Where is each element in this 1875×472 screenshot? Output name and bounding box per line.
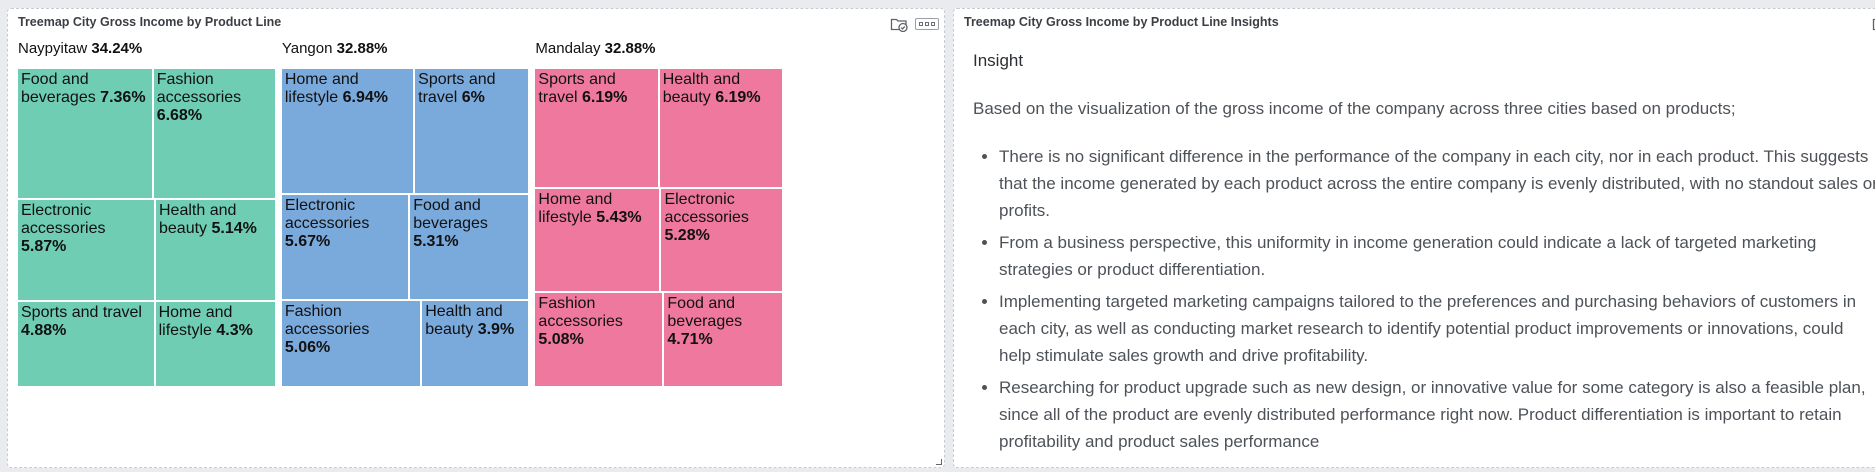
more-dots-icon[interactable] [915,15,939,33]
insights-panel-title: Treemap City Gross Income by Product Lin… [964,15,1279,29]
city-label-yangon: Yangon 32.88% [281,40,388,57]
treemap-tile[interactable]: Health and beauty 5.14% [155,198,276,302]
insight-bullet: Researching for product upgrade such as … [999,374,1875,455]
treemap-tile[interactable]: Fashion accessories 6.68% [152,68,276,199]
treemap-tile[interactable]: Sports and travel 4.88% [17,301,155,387]
treemap-panel: Treemap City Gross Income by Product Lin… [7,8,945,468]
treemap-tile[interactable]: Electronic accessories 5.87% [17,198,155,302]
treemap-tile[interactable]: Electronic accessories 5.67% [280,193,410,301]
insight-heading: Insight [973,51,1024,70]
treemap-tile[interactable]: Health and beauty 6.19% [658,68,783,189]
treemap-tile[interactable]: Fashion accessories 5.08% [534,292,664,387]
treemap-tile[interactable]: Food and beverages 5.31% [409,193,530,301]
insight-bullet: There is no significant difference in th… [999,143,1875,224]
insights-panel: Treemap City Gross Income by Product Lin… [953,8,1875,468]
treemap-tile[interactable]: Home and lifestyle 6.94% [280,68,415,194]
city-label-naypyitaw: Naypyitaw 34.24% [18,40,143,57]
treemap-tile[interactable]: Electronic accessories 5.28% [660,188,783,293]
insight-bullet: From a business perspective, this unifor… [999,229,1875,283]
treemap-panel-toolbar [888,15,939,33]
folder-check-icon[interactable] [1870,15,1875,33]
insight-intro: Based on the visualization of the gross … [973,99,1736,118]
insights-panel-toolbar [1870,15,1875,33]
treemap-tile[interactable]: Home and lifestyle 5.43% [534,188,661,293]
treemap-tile[interactable]: Fashion accessories 5.06% [280,300,422,387]
treemap-tile[interactable]: Health and beauty 3.9% [421,300,530,387]
treemap-tile[interactable]: Sports and travel 6% [414,68,530,194]
treemap-tile[interactable]: Food and beverages 7.36% [17,68,153,199]
insight-list: There is no significant difference in th… [973,143,1875,460]
city-label-mandalay: Mandalay 32.88% [535,40,656,57]
folder-check-icon[interactable] [888,15,910,33]
treemap-panel-title: Treemap City Gross Income by Product Lin… [18,15,282,29]
resize-handle[interactable] [936,459,942,465]
treemap-tile[interactable]: Home and lifestyle 4.3% [154,301,276,387]
treemap-tile[interactable]: Food and beverages 4.71% [663,292,783,387]
treemap-tile[interactable]: Sports and travel 6.19% [534,68,659,189]
treemap-chart: Naypyitaw 34.24% Food and beverages 7.36%… [8,9,946,469]
insight-bullet: Implementing targeted marketing campaign… [999,288,1875,369]
